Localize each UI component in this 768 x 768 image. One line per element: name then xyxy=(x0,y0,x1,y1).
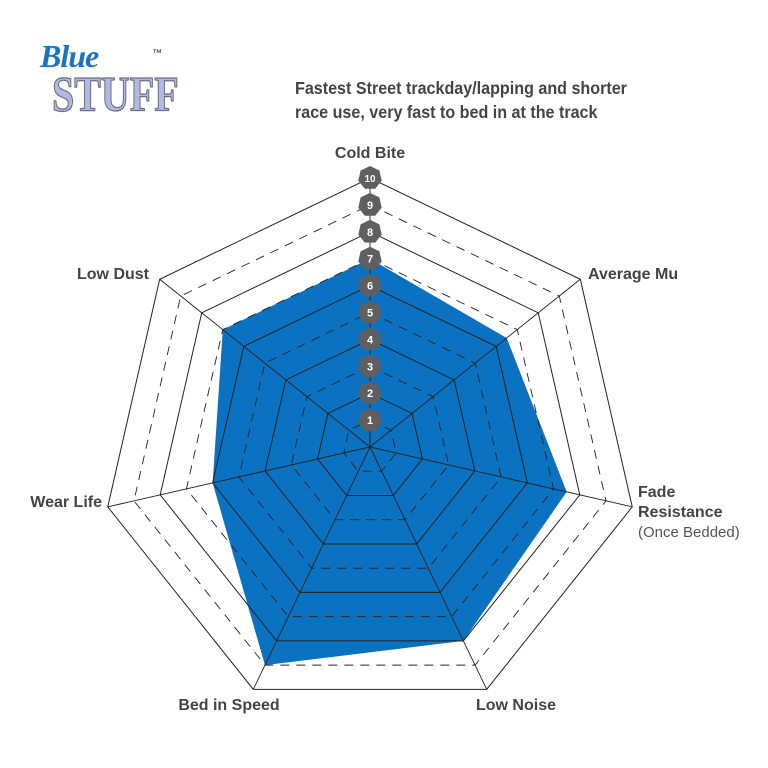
tick-label: 9 xyxy=(367,200,373,212)
description-line: race use, very fast to bed in at the tra… xyxy=(295,102,598,122)
axis-label: Low Noise xyxy=(476,697,556,714)
scale-badge xyxy=(358,354,382,378)
scale-badge xyxy=(358,166,382,189)
axis-label: Bed in Speed xyxy=(178,697,279,714)
logo-stuff: STUFF xyxy=(52,65,180,123)
grid-ring-9 xyxy=(133,204,607,666)
scale-badge xyxy=(358,300,382,324)
grid-ring-10 xyxy=(107,177,633,690)
tick-label: 6 xyxy=(367,281,373,293)
axis-spoke xyxy=(369,446,488,690)
tick-label: 1 xyxy=(367,415,373,427)
grid-ring-5 xyxy=(238,312,502,569)
tick-label: 7 xyxy=(367,254,373,266)
axis-label: Wear Life xyxy=(30,494,102,511)
scale-badge xyxy=(358,381,382,405)
scale-badge xyxy=(358,408,382,431)
axis-label: Low Dust xyxy=(77,266,150,283)
scale-badge xyxy=(358,273,382,297)
grid-ring-6 xyxy=(212,285,528,593)
scale-badge xyxy=(358,246,382,270)
scale-badge xyxy=(358,327,382,351)
tick-label: 10 xyxy=(364,174,376,185)
axis-label: Resistance xyxy=(638,504,723,521)
axis-label: Average Mu xyxy=(588,266,678,283)
grid-ring-4 xyxy=(264,338,476,545)
data-area xyxy=(212,258,567,666)
axis-label: Fade xyxy=(638,484,675,501)
logo: Blue STUFF ™ xyxy=(38,38,179,122)
scale-badge xyxy=(358,219,382,243)
axis-sublabel: (Once Bedded) xyxy=(638,524,740,541)
grid-ring-1 xyxy=(343,419,397,472)
tick-label: 4 xyxy=(367,334,374,346)
tick-label: 3 xyxy=(367,361,373,373)
axis-spoke xyxy=(252,446,371,690)
grid-ring-8 xyxy=(159,231,581,642)
description: Fastest Street trackday/lapping and shor… xyxy=(295,76,681,124)
axis-spoke xyxy=(107,446,371,508)
description-line: Fastest Street trackday/lapping and shor… xyxy=(295,78,627,98)
grid-ring-2 xyxy=(317,392,423,496)
axis-spoke xyxy=(369,446,633,508)
axis-label: Cold Bite xyxy=(335,145,405,162)
axis-spoke xyxy=(369,278,581,448)
grid-ring-3 xyxy=(290,365,450,521)
scale-badge xyxy=(358,192,382,216)
logo-blue: Blue xyxy=(40,38,99,74)
logo-tm: ™ xyxy=(152,48,162,59)
tick-label: 2 xyxy=(367,388,373,400)
tick-label: 8 xyxy=(367,227,373,239)
tick-label: 5 xyxy=(367,308,373,320)
axis-spoke xyxy=(159,278,371,448)
